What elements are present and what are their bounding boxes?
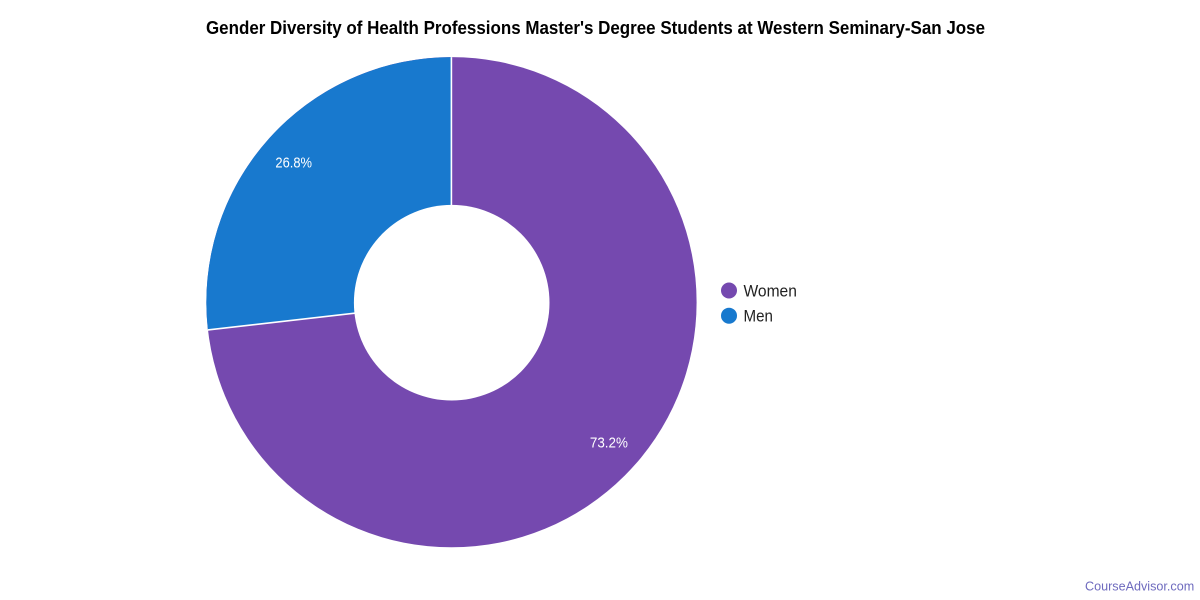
svg-text:Women: Women — [744, 283, 797, 301]
svg-text:Gender Diversity of Health Pro: Gender Diversity of Health Professions M… — [206, 18, 985, 38]
svg-text:CourseAdvisor.com: CourseAdvisor.com — [1085, 579, 1194, 594]
svg-text:26.8%: 26.8% — [275, 156, 312, 172]
svg-text:73.2%: 73.2% — [590, 436, 628, 452]
svg-text:Men: Men — [744, 307, 773, 325]
